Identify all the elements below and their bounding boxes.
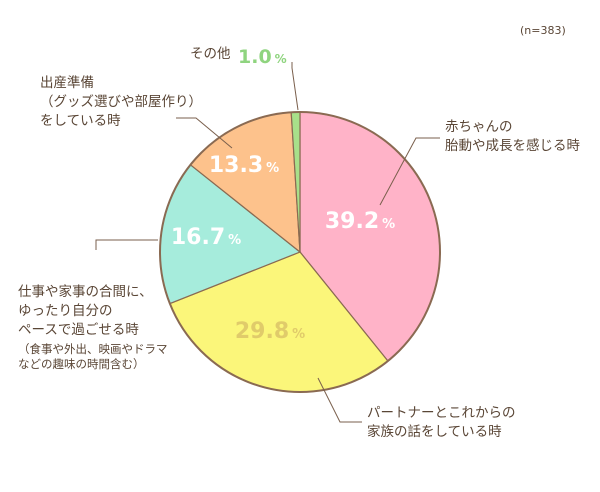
slice-label-baby-movement: 赤ちゃんの 胎動や成長を感じる時 — [445, 118, 580, 156]
slice-label-own-pace: 仕事や家事の合間に、 ゆったり自分の ペースで過ごせる時 （食事や外出、映画やド… — [18, 283, 168, 372]
slice-value-unit: % — [292, 327, 305, 342]
slice-value-other-unit: % — [274, 52, 287, 66]
slice-value-unit: % — [266, 161, 279, 176]
slice-value-number: 13.3 — [209, 153, 263, 178]
slice-label-line: パートナーとこれからの — [367, 405, 516, 421]
slice-value-birth-prep: 13.3% — [209, 153, 279, 178]
slice-label-partner-talk: パートナーとこれからの 家族の話をしている時 — [367, 404, 516, 442]
leader-line-own-pace — [95, 239, 158, 250]
slice-label-other: その他 — [190, 45, 231, 64]
slice-label-birth-prep: 出産準備 （グッズ選びや部屋作り） をしている時 — [40, 74, 202, 131]
slice-value-baby-movement: 39.2% — [325, 209, 395, 234]
slice-label-line: をしている時 — [40, 113, 121, 129]
leader-line-other — [291, 62, 299, 111]
slice-value-own-pace: 16.7% — [171, 225, 241, 250]
sample-size-note: (n=383) — [520, 24, 566, 37]
slice-value-other-number: 1.0 — [238, 46, 272, 68]
slice-label-line: 家族の話をしている時 — [367, 424, 502, 440]
leader-line-birth-prep — [176, 117, 233, 149]
slice-value-partner-talk: 29.8% — [235, 319, 305, 344]
slice-value-number: 29.8 — [235, 319, 289, 344]
slice-value-unit: % — [382, 217, 395, 232]
slice-label-line: 出産準備 — [40, 75, 94, 91]
slice-value-unit: % — [228, 233, 241, 248]
slice-label-line: 仕事や家事の合間に、 — [18, 284, 153, 300]
slice-label-subline: などの趣味の時間含む） — [18, 357, 145, 371]
slice-label-line: （グッズ選びや部屋作り） — [40, 94, 202, 110]
slice-value-other: 1.0% — [238, 46, 287, 68]
slice-label-line: 胎動や成長を感じる時 — [445, 138, 580, 154]
slice-label-line: ゆったり自分の — [18, 303, 113, 319]
pie-border — [159, 111, 441, 393]
slice-label-line: ペースで過ごせる時 — [18, 322, 139, 338]
slice-label-subline: （食事や外出、映画やドラマ — [18, 342, 168, 356]
leader-line-partner-talk — [317, 377, 362, 423]
slice-value-number: 39.2 — [325, 209, 379, 234]
slice-label-line: 赤ちゃんの — [445, 119, 513, 135]
slice-label-line: その他 — [190, 46, 231, 62]
slice-value-number: 16.7 — [171, 225, 225, 250]
leader-line-baby-movement — [379, 137, 440, 206]
